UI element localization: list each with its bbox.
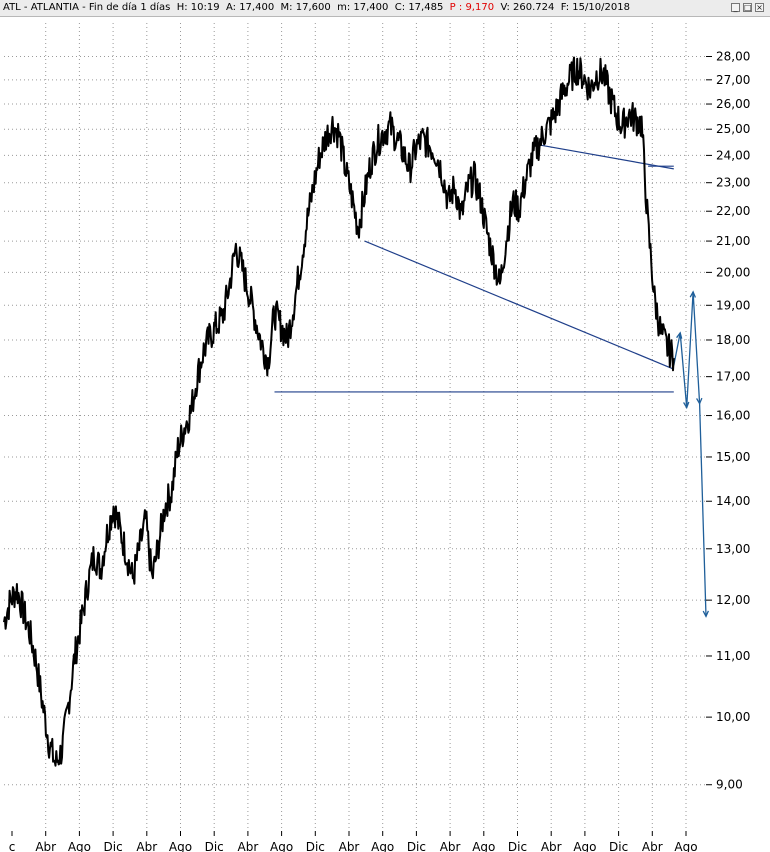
- x-tick-label: Ago: [674, 840, 697, 852]
- y-tick-label: 13,00: [716, 542, 750, 556]
- y-tick-label: 19,00: [716, 298, 750, 312]
- x-tick-label: c: [9, 840, 16, 852]
- x-tick-label: Ago: [472, 840, 495, 852]
- a-value: 17,400: [239, 2, 275, 13]
- minimize-icon[interactable]: _: [731, 3, 740, 12]
- x-tick-label: Abr: [35, 840, 56, 852]
- y-axis: 9,00 10,00 11,00 12,00 13,00 14,00 15,00 16,00 1…: [706, 49, 750, 792]
- x-tick-label: Ago: [169, 840, 192, 852]
- h-value: 10:19: [190, 2, 220, 13]
- quote-header: ATL - ATLANTIA - Fin de día 1 días H: 10…: [3, 2, 630, 13]
- x-tick-label: Dic: [104, 840, 123, 852]
- f-label: F:: [560, 2, 570, 13]
- x-tick-label: Dic: [407, 840, 426, 852]
- x-tick-label: Abr: [238, 840, 259, 852]
- arrow-head: [676, 331, 683, 339]
- y-tick-label: 25,00: [716, 122, 750, 136]
- mn-value: 17,400: [353, 2, 389, 13]
- y-tick-label: 23,00: [716, 176, 750, 190]
- x-tick-label: Dic: [205, 840, 224, 852]
- trend-line: [538, 144, 674, 170]
- x-tick-label: Ago: [270, 840, 293, 852]
- p-value: 9,170: [465, 2, 495, 13]
- h-label: H:: [176, 2, 188, 13]
- v-label: V:: [500, 2, 510, 13]
- p-label: P :: [449, 2, 463, 13]
- x-tick-label: Dic: [306, 840, 325, 852]
- c-label: C:: [394, 2, 406, 13]
- a-label: A:: [225, 2, 236, 13]
- y-tick-label: 16,00: [716, 409, 750, 423]
- mn-label: m:: [337, 2, 351, 13]
- y-tick-label: 27,00: [716, 73, 750, 87]
- y-tick-label: 15,00: [716, 450, 750, 464]
- price-line: [3, 56, 675, 767]
- close-icon[interactable]: ×: [755, 3, 764, 12]
- v-value: 260.724: [513, 2, 555, 13]
- f-value: 15/10/2018: [572, 2, 630, 13]
- y-tick-label: 11,00: [716, 649, 750, 663]
- price-chart[interactable]: 9,00 10,00 11,00 12,00 13,00 14,00 15,00 16,00 1…: [0, 17, 770, 852]
- x-axis: c Abr Ago Dic Abr Ago Dic Abr Ago Dic Abr Ago Dic Abr…: [9, 831, 698, 852]
- title-bar: ATL - ATLANTIA - Fin de día 1 días H: 10…: [0, 0, 770, 17]
- x-tick-label: Abr: [642, 840, 663, 852]
- y-tick-label: 24,00: [716, 148, 750, 162]
- y-tick-label: 21,00: [716, 234, 750, 248]
- x-tick-label: Dic: [508, 840, 527, 852]
- symbol: ATL: [3, 2, 21, 13]
- y-tick-label: 18,00: [716, 333, 750, 347]
- price-series: [3, 56, 675, 767]
- arrow-head: [689, 290, 697, 298]
- instrument-name: ATLANTIA: [30, 2, 79, 13]
- x-tick-label: Abr: [136, 840, 157, 852]
- m-value: 17,600: [295, 2, 331, 13]
- x-tick-label: Ago: [371, 840, 394, 852]
- y-tick-label: 26,00: [716, 97, 750, 111]
- arrow-head: [696, 397, 703, 406]
- chart-annotations: [274, 144, 709, 618]
- trend-line: [364, 240, 675, 370]
- m-label: M:: [280, 2, 293, 13]
- chart-grid: [4, 23, 706, 829]
- restore-icon[interactable]: □: [743, 3, 752, 12]
- arrow-head: [702, 610, 709, 618]
- projection-path: [673, 291, 707, 617]
- x-tick-label: Abr: [440, 840, 461, 852]
- x-tick-label: Abr: [541, 840, 562, 852]
- y-tick-label: 14,00: [716, 494, 750, 508]
- period: Fin de día 1 días: [88, 2, 171, 13]
- x-tick-label: Ago: [68, 840, 91, 852]
- y-tick-label: 28,00: [716, 49, 750, 63]
- x-tick-label: Abr: [339, 840, 360, 852]
- y-tick-label: 22,00: [716, 204, 750, 218]
- x-tick-label: Dic: [609, 840, 628, 852]
- y-tick-label: 9,00: [716, 778, 743, 792]
- y-tick-label: 20,00: [716, 265, 750, 279]
- y-tick-label: 10,00: [716, 710, 750, 724]
- y-tick-label: 17,00: [716, 370, 750, 384]
- c-value: 17,485: [408, 2, 444, 13]
- x-tick-label: Ago: [573, 840, 596, 852]
- arrow-head: [683, 401, 690, 410]
- y-tick-label: 12,00: [716, 593, 750, 607]
